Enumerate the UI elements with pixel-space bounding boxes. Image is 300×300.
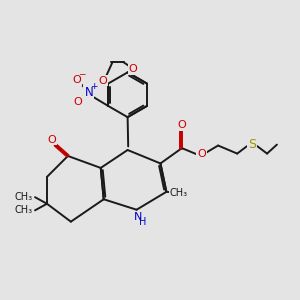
Text: O: O bbox=[197, 149, 206, 160]
Text: H: H bbox=[139, 217, 146, 227]
Text: +: + bbox=[90, 82, 98, 91]
Text: S: S bbox=[248, 138, 256, 151]
Text: O: O bbox=[72, 75, 81, 85]
Text: O: O bbox=[177, 120, 186, 130]
Text: O: O bbox=[98, 76, 107, 85]
Text: O: O bbox=[73, 97, 82, 107]
Text: CH₃: CH₃ bbox=[15, 205, 33, 215]
Text: O: O bbox=[129, 64, 137, 74]
Text: CH₃: CH₃ bbox=[170, 188, 188, 198]
Text: O: O bbox=[47, 134, 56, 145]
Text: N: N bbox=[134, 212, 142, 222]
Text: CH₃: CH₃ bbox=[15, 192, 33, 202]
Text: −: − bbox=[78, 70, 85, 79]
Text: N: N bbox=[84, 86, 93, 99]
